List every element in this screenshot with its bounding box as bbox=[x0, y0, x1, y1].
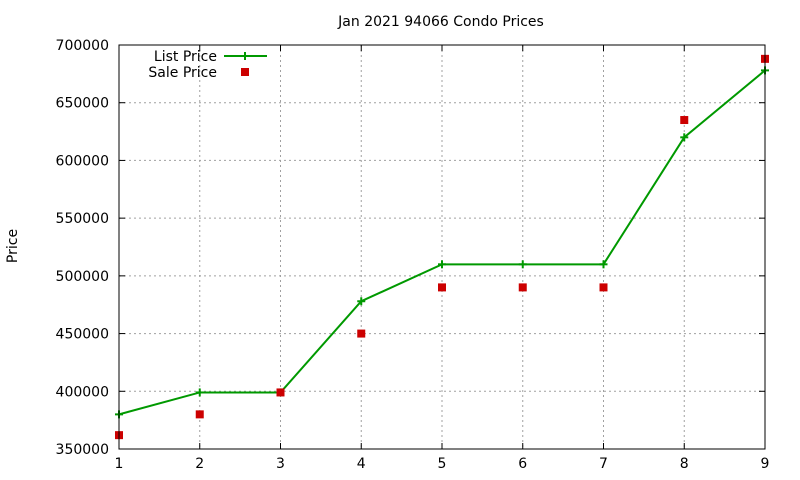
x-tick-label: 5 bbox=[438, 456, 447, 472]
y-axis-label: Price bbox=[5, 229, 21, 263]
y-tick-label: 350000 bbox=[56, 442, 109, 458]
legend-square-marker bbox=[241, 68, 249, 76]
sale-price-point bbox=[518, 283, 527, 292]
legend-plus-marker bbox=[241, 52, 249, 60]
sale-price-point bbox=[599, 283, 608, 292]
list-price-point bbox=[357, 297, 366, 306]
y-tick-label: 550000 bbox=[56, 211, 109, 227]
x-tick-label: 7 bbox=[599, 456, 608, 472]
x-tick-label: 4 bbox=[357, 456, 366, 472]
list-price-point bbox=[518, 260, 527, 269]
x-tick-label: 6 bbox=[518, 456, 527, 472]
x-tick-label: 9 bbox=[761, 456, 770, 472]
x-tick-label: 3 bbox=[276, 456, 285, 472]
list-price-point bbox=[599, 260, 608, 269]
sale-price-point bbox=[438, 283, 446, 292]
y-tick-label: 400000 bbox=[56, 384, 109, 400]
legend-label: Sale Price bbox=[148, 65, 217, 81]
x-tick-label: 2 bbox=[195, 456, 204, 472]
legend-label: List Price bbox=[154, 49, 217, 65]
y-tick-label: 500000 bbox=[56, 269, 109, 285]
y-tick-label: 650000 bbox=[56, 96, 109, 112]
grid bbox=[119, 45, 765, 449]
x-tick-label: 1 bbox=[115, 456, 124, 472]
axes: 1 2 3 4 5 6 7 8 9 350000 400000 450000 500000 550000 6… bbox=[56, 38, 770, 472]
list-price-point bbox=[438, 260, 446, 269]
list-price-point bbox=[195, 388, 204, 397]
x-tick-label: 8 bbox=[680, 456, 689, 472]
sale-price-point bbox=[276, 388, 285, 397]
y-tick-label: 450000 bbox=[56, 327, 109, 343]
list-price-point bbox=[680, 133, 689, 142]
y-tick-label: 700000 bbox=[56, 38, 109, 54]
sale-price-point bbox=[680, 116, 689, 125]
sale-price-point bbox=[195, 410, 204, 419]
chart-title: Jan 2021 94066 Condo Prices bbox=[337, 14, 544, 30]
y-tick-label: 600000 bbox=[56, 153, 109, 169]
sale-price-point bbox=[357, 329, 366, 338]
